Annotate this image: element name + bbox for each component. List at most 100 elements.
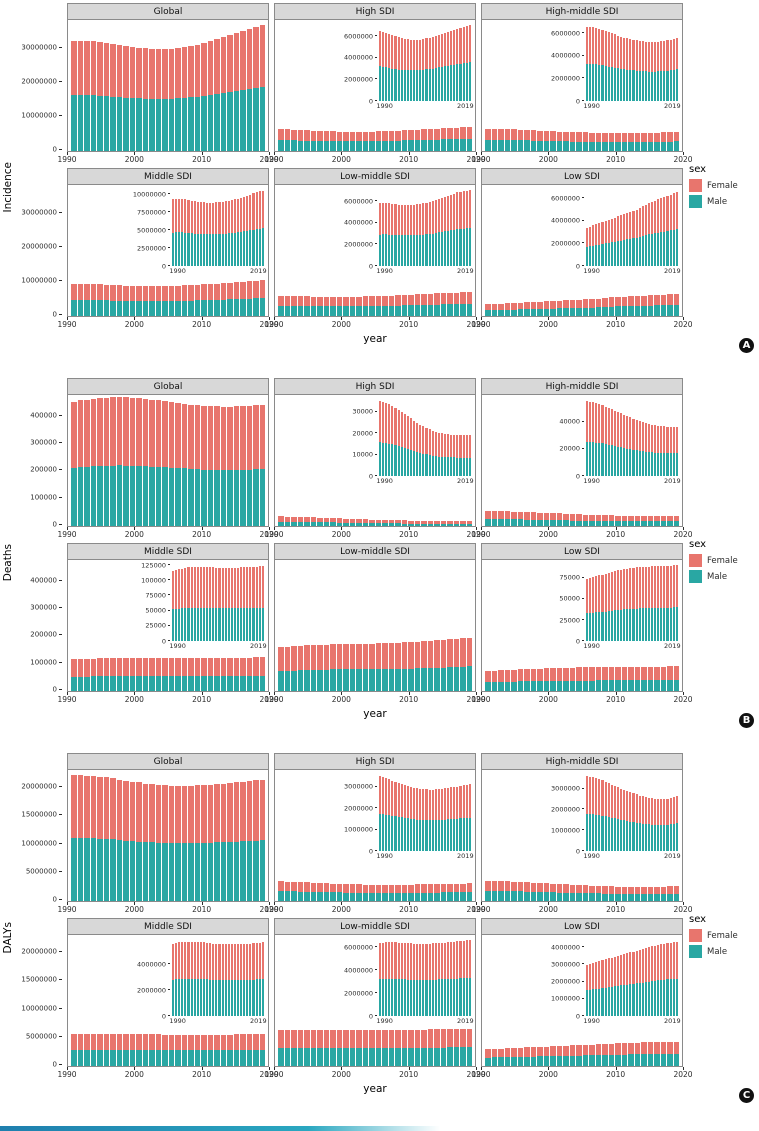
bar-year-1999 [543,185,549,316]
bar-year-2010 [440,772,443,851]
bar-year-2016 [459,937,462,1016]
bars [68,935,268,1066]
bar-segment-female [230,568,233,609]
bar-segment-male [434,523,440,526]
bar-segment-male [178,608,181,641]
bar-year-1994 [304,20,310,151]
bar-segment-female [592,27,595,64]
bar-year-2015 [440,935,446,1066]
bar-segment-female [175,402,181,469]
bar-year-2012 [421,560,427,691]
facet-high-middle-sdi: High-middle SDI 0 20000 40000 1990 2019 1990 20… [471,378,693,539]
bar-segment-male [616,819,620,851]
x-tick-label: 2010 [192,695,212,704]
bar-segment-male [400,979,403,1016]
bar-segment-male [214,842,220,901]
bar-year-2019 [466,20,472,151]
inset-y-tick-label: 25000 [145,621,166,630]
bar-year-2019 [259,20,265,151]
bar-year-2012 [447,22,450,101]
bar-year-2009 [644,562,647,641]
bar-segment-female [654,945,657,981]
bar-year-1993 [90,935,96,1066]
bar-year-2002 [209,562,212,641]
y-tick-label: 300000 [30,603,57,612]
bar-segment-female [349,884,355,893]
bar-year-1993 [90,20,96,151]
x-tick-label: 2010 [399,155,419,164]
bar-year-2006 [382,560,388,691]
bar-segment-female [437,942,440,980]
bar-segment-male [634,1054,640,1066]
bar-year-1994 [598,562,601,641]
bar-segment-male [453,304,459,316]
bar-segment-male [414,1047,420,1066]
bar-year-1997 [323,560,329,691]
bar-segment-male [310,670,316,691]
bar-year-1997 [116,560,122,691]
x-tick-label: 1990 [471,320,491,329]
x-tick-label: 2020 [466,155,486,164]
bar-segment-female [660,198,663,233]
bar-segment-male [414,668,420,691]
bar-segment-female [261,942,264,980]
bar-segment-female [434,884,440,893]
bar-year-2016 [666,397,669,476]
bar-segment-male [356,1048,362,1066]
inset-y-axis-ticks: 0 10000 20000 30000 [345,397,377,479]
bar-segment-male [323,306,329,316]
bar-segment-female [450,30,453,66]
bar-year-2001 [556,560,562,691]
bar-segment-male [356,669,362,691]
x-tick-mark [683,692,684,695]
bar-year-2013 [634,185,640,316]
bar-segment-male [421,139,427,151]
bar-segment-female [304,1029,310,1048]
bar-segment-male [202,979,206,1016]
bar-segment-male [443,979,447,1016]
bar-year-2001 [349,185,355,316]
bar-segment-male [343,522,349,526]
facet-title: High SDI [355,6,395,17]
bar-segment-male [181,978,184,1016]
bar-segment-male [632,983,635,1016]
bar-segment-female [155,784,161,843]
bar-year-1998 [330,185,336,316]
bar-year-2017 [246,20,252,151]
bar-segment-male [255,979,258,1016]
x-tick-mark [476,692,477,695]
bar-segment-female [401,1030,407,1048]
inset-y-tick-mark [375,969,377,971]
bar-segment-female [650,946,654,982]
bar-year-2012 [214,395,220,526]
bar-segment-female [673,1041,679,1054]
bar-segment-female [356,131,362,142]
bar-segment-male [623,69,626,101]
bar-segment-male [196,233,199,266]
bar-segment-male [123,97,129,151]
bar-year-1993 [595,187,598,266]
bar-segment-male [660,521,666,526]
bar-year-2013 [450,397,453,476]
bar-segment-female [323,883,329,893]
bar-segment-male [136,676,142,691]
bar-segment-male [388,979,391,1016]
bar-segment-female [406,943,409,980]
bar-year-1993 [297,185,303,316]
bars [275,935,475,1066]
bar-segment-female [253,1034,259,1051]
x-tick-label: 2010 [606,530,626,539]
bar-segment-male [666,231,669,266]
bar-year-2016 [666,187,669,266]
bar-segment-male [641,521,647,526]
facet-middle-sdi: Middle SDI 0 2500000 5000000 7500000 10000000… [57,168,279,329]
bar-year-1990 [172,562,175,641]
facet-title: Low-middle SDI [340,171,410,182]
bar-year-2018 [465,22,468,101]
x-tick-mark [341,902,343,905]
y-tick-mark [59,414,62,416]
bar-segment-male [194,469,200,526]
panel-B: Deaths 0 100000 200000 300000 400000 Global 199… [0,375,759,750]
bar-segment-female [504,128,510,140]
bar-segment-female [666,426,669,454]
